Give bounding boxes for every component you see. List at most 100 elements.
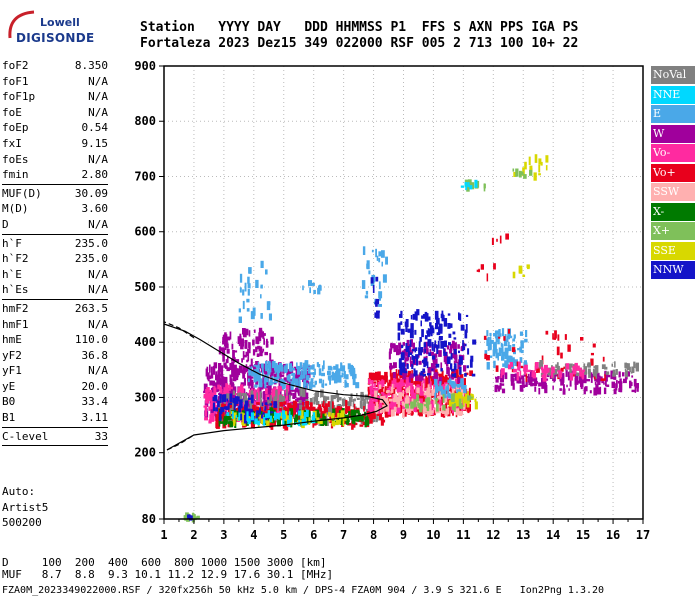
echo-point [426, 402, 430, 412]
echo-point [469, 387, 471, 391]
auto-code: 500200 [2, 516, 42, 530]
echo-point [374, 383, 376, 388]
echo-point [466, 365, 469, 369]
param-row: yF2 36.8 [2, 348, 108, 364]
echo-point [613, 376, 617, 380]
echo-point [238, 365, 243, 373]
echo-point [438, 373, 443, 377]
echo-point [273, 401, 278, 408]
echo-point [212, 380, 215, 387]
echo-point [248, 267, 252, 274]
echo-point [560, 367, 564, 372]
echo-point [466, 402, 470, 408]
echo-point [407, 328, 411, 333]
echo-point [395, 382, 399, 387]
echo-point [389, 362, 392, 370]
y-tick-label: 200 [134, 446, 156, 460]
echo-point [367, 389, 370, 398]
echo-point [593, 376, 597, 380]
echo-point [521, 171, 524, 176]
echo-point [565, 363, 570, 370]
echo-point [401, 401, 404, 406]
echo-point [535, 362, 539, 369]
echo-point [520, 365, 524, 369]
echo-point [428, 404, 432, 408]
echo-point [480, 264, 484, 270]
echo-point [265, 388, 268, 395]
echo-point [403, 382, 406, 386]
echo-point [308, 367, 311, 374]
echo-point [600, 378, 605, 382]
echo-point [489, 332, 492, 336]
echo-point [323, 360, 325, 370]
echo-point [372, 385, 374, 391]
echo-point [252, 307, 256, 316]
param-label: D [2, 217, 9, 231]
echo-point [332, 401, 334, 410]
echo-point [246, 308, 250, 312]
echo-point [351, 416, 356, 424]
echo-point [226, 367, 230, 372]
echo-point [279, 407, 283, 411]
echo-point [336, 404, 339, 408]
echo-point [416, 387, 420, 394]
param-value: N/A [88, 105, 108, 119]
echo-point [463, 365, 467, 372]
echo-point [236, 410, 240, 418]
echo-point [509, 362, 513, 367]
echo-point [258, 332, 262, 342]
echo-point [448, 400, 453, 407]
echo-point [356, 393, 358, 397]
echo-point [419, 337, 422, 342]
echo-point [411, 354, 414, 360]
echo-point [313, 396, 316, 405]
echo-point [364, 295, 369, 299]
echo-point [210, 373, 214, 379]
echo-point [458, 312, 460, 320]
echo-point [340, 406, 343, 412]
autoscaling-info: Auto: Artist5 500200 [2, 484, 48, 531]
echo-point [340, 416, 344, 424]
echo-point [257, 393, 261, 400]
echo-point [630, 371, 633, 374]
echo-point [271, 394, 273, 400]
x-tick-label: 11 [456, 528, 470, 542]
echo-point [342, 420, 345, 427]
echo-point [351, 415, 354, 420]
echo-point [554, 330, 557, 339]
echo-point [511, 347, 516, 353]
echo-point [234, 374, 236, 378]
echo-point [422, 373, 427, 377]
echo-point [286, 399, 290, 402]
echo-point [361, 280, 366, 289]
echo-point [236, 368, 241, 376]
echo-point [341, 365, 346, 372]
echo-point [612, 369, 616, 374]
echo-point [499, 382, 502, 388]
echo-point [335, 365, 338, 372]
echo-point [350, 393, 353, 402]
echo-point [419, 398, 423, 406]
echo-point [418, 376, 423, 382]
echo-point [584, 371, 588, 375]
echo-point [528, 156, 531, 165]
echo-point [238, 308, 241, 313]
echo-point [318, 404, 322, 412]
param-separator [2, 298, 108, 300]
echo-point [259, 350, 264, 354]
echo-point [504, 372, 508, 380]
echo-point [499, 348, 501, 354]
echo-point [220, 411, 224, 419]
echo-point [427, 393, 431, 401]
echo-point [431, 389, 435, 396]
echo-point [624, 368, 627, 371]
echo-point [231, 366, 235, 375]
echo-point [325, 418, 329, 426]
echo-point [451, 388, 455, 396]
echo-point [402, 363, 406, 369]
echo-point [455, 408, 460, 416]
echo-point [605, 371, 610, 375]
echo-point [298, 381, 301, 390]
echo-point [557, 334, 560, 341]
echo-point [459, 366, 462, 375]
